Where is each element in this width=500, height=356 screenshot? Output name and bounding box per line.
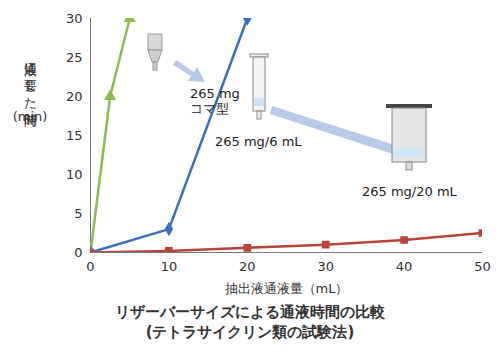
svg-text:265 mg/20 mL: 265 mg/20 mL xyxy=(362,184,458,199)
svg-text:抽出液通液量（mL）: 抽出液通液量（mL） xyxy=(225,281,349,296)
svg-text:20: 20 xyxy=(239,259,256,274)
svg-text:25: 25 xyxy=(66,50,83,65)
svg-text:0: 0 xyxy=(86,259,94,274)
svg-text:コマ型: コマ型 xyxy=(190,101,229,116)
html-text:(min): (min) xyxy=(12,109,48,124)
svg-text:0: 0 xyxy=(74,245,82,260)
svg-text:265 mg: 265 mg xyxy=(190,86,240,101)
svg-text:15: 15 xyxy=(66,128,83,143)
svg-text:40: 40 xyxy=(396,259,413,274)
svg-text:30: 30 xyxy=(66,11,83,26)
svg-text:50: 50 xyxy=(474,259,491,274)
svg-text:265 mg/6 mL: 265 mg/6 mL xyxy=(215,134,302,149)
html-text:(テトラサイクリン類の試験法): (テトラサイクリン類の試験法) xyxy=(145,323,355,341)
svg-text:5: 5 xyxy=(74,206,82,221)
svg-text:30: 30 xyxy=(317,259,334,274)
html-text:通液に要した時間: 通液に要した時間 xyxy=(23,52,38,105)
html-text:リザーバーサイズによる通液時間の比較: リザーバーサイズによる通液時間の比較 xyxy=(115,303,385,321)
svg-text:20: 20 xyxy=(66,89,83,104)
svg-text:10: 10 xyxy=(66,167,83,182)
svg-text:10: 10 xyxy=(161,259,178,274)
